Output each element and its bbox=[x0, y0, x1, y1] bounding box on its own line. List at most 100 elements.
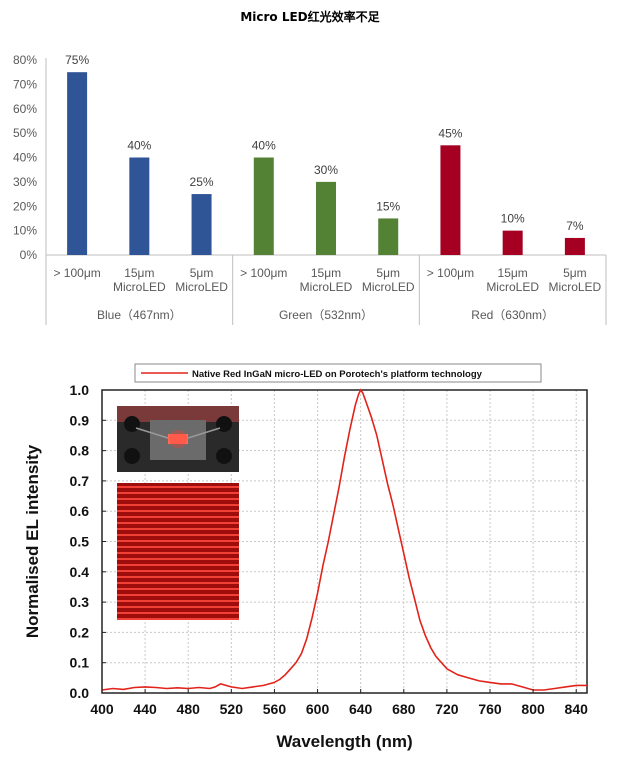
x-tick-label: 640 bbox=[349, 701, 373, 717]
y-tick-label: 0.3 bbox=[70, 594, 90, 610]
inset-emission-stripe bbox=[117, 576, 239, 578]
category-label: 15μm bbox=[311, 266, 341, 280]
category-label: 5μm bbox=[190, 266, 214, 280]
y-tick-label: 30% bbox=[13, 175, 37, 189]
category-label: MicroLED bbox=[175, 280, 228, 294]
inset-emission-stripe bbox=[117, 618, 239, 620]
x-tick-label: 400 bbox=[90, 701, 114, 717]
y-tick-label: 20% bbox=[13, 199, 37, 213]
bar bbox=[564, 237, 585, 255]
bar bbox=[440, 145, 461, 255]
bar-value-label: 10% bbox=[501, 212, 525, 226]
x-tick-label: 520 bbox=[220, 701, 244, 717]
x-tick-label: 480 bbox=[177, 701, 201, 717]
el-spectrum-chart: 400 440 480 520 560 600 640 680 720 760 800 840 0.0 0… bbox=[23, 363, 589, 751]
inset-photo-wire bbox=[187, 427, 221, 439]
inset-emission-stripe bbox=[117, 546, 239, 548]
inset-emission-stripe bbox=[117, 522, 239, 524]
category-label: 5μm bbox=[376, 266, 400, 280]
inset-photo-emitter bbox=[168, 434, 188, 444]
bar bbox=[253, 157, 274, 255]
legend-label: Native Red InGaN micro-LED on Porotech's… bbox=[192, 369, 483, 380]
category-label: MicroLED bbox=[362, 280, 415, 294]
bar-value-label: 7% bbox=[566, 219, 584, 233]
inset-photo-probe bbox=[124, 416, 140, 432]
y-tick-label: 0.1 bbox=[70, 655, 90, 671]
y-tick-label: 0% bbox=[20, 248, 38, 262]
y-tick-label: 50% bbox=[13, 126, 37, 140]
inset-device-photo bbox=[117, 406, 239, 472]
spectrum-line bbox=[101, 388, 587, 691]
category-label: 5μm bbox=[563, 266, 587, 280]
inset-emission-stripe bbox=[117, 606, 239, 608]
inset-emission-stripe bbox=[117, 564, 239, 566]
group-label: Red（630nm） bbox=[471, 308, 554, 322]
bar bbox=[129, 157, 150, 255]
inset-emission-photo bbox=[117, 483, 239, 620]
inset-photo-probe bbox=[216, 448, 232, 464]
inset-emission-stripe bbox=[117, 516, 239, 518]
category-label: MicroLED bbox=[300, 280, 353, 294]
inset-emission-stripe bbox=[117, 528, 239, 530]
x-tick-label: 840 bbox=[565, 701, 589, 717]
bar-value-label: 30% bbox=[314, 163, 338, 177]
inset-photo-probe bbox=[216, 416, 232, 432]
inset-emission-stripe bbox=[117, 600, 239, 602]
y-tick-label: 0.5 bbox=[70, 534, 90, 550]
bar bbox=[191, 194, 212, 255]
inset-emission-stripe bbox=[117, 558, 239, 560]
legend: Native Red InGaN micro-LED on Porotech's… bbox=[134, 363, 542, 383]
inset-emission-background bbox=[117, 483, 239, 620]
inset-photo-glow bbox=[169, 430, 187, 448]
inset-emission-stripe bbox=[117, 534, 239, 536]
inset-emission-stripe bbox=[117, 504, 239, 506]
x-tick-label: 560 bbox=[263, 701, 287, 717]
y-tick-label: 80% bbox=[13, 53, 37, 67]
bar-value-label: 25% bbox=[190, 175, 214, 189]
inset-photo-wire bbox=[135, 427, 169, 439]
inset-emission-stripe bbox=[117, 582, 239, 584]
x-tick-label: 760 bbox=[478, 701, 502, 717]
category-label: MicroLED bbox=[486, 280, 539, 294]
page-title: Micro LED红光效率不足 bbox=[240, 10, 380, 24]
y-tick-label: 0.9 bbox=[70, 412, 90, 428]
x-tick-label: 800 bbox=[521, 701, 545, 717]
bar bbox=[378, 218, 399, 255]
category-label: > 100μm bbox=[240, 266, 287, 280]
inset-emission-stripe bbox=[117, 588, 239, 590]
inset-photo-probe bbox=[124, 448, 140, 464]
inset-emission-stripe bbox=[117, 570, 239, 572]
x-tick-label: 680 bbox=[392, 701, 416, 717]
bar bbox=[316, 181, 336, 255]
bar bbox=[502, 230, 523, 255]
inset-emission-stripe bbox=[117, 552, 239, 554]
bar-value-label: 75% bbox=[65, 53, 89, 67]
category-label: > 100μm bbox=[53, 266, 100, 280]
x-tick-label: 600 bbox=[306, 701, 330, 717]
x-tick-label: 720 bbox=[435, 701, 459, 717]
y-tick-label: 0.8 bbox=[70, 443, 90, 459]
inset-emission-stripe bbox=[117, 594, 239, 596]
y-tick-label: 70% bbox=[13, 77, 37, 91]
x-tick-label: 440 bbox=[133, 701, 157, 717]
inset-emission-stripe bbox=[117, 492, 239, 494]
bar-value-label: 40% bbox=[127, 139, 151, 153]
bar-value-label: 40% bbox=[252, 139, 276, 153]
category-label: > 100μm bbox=[427, 266, 474, 280]
inset-photo-band bbox=[117, 406, 239, 422]
inset-emission-stripe bbox=[117, 540, 239, 542]
group-label: Green（532nm） bbox=[279, 308, 373, 322]
x-axis-title: Wavelength (nm) bbox=[276, 732, 412, 751]
y-tick-label: 0.7 bbox=[70, 473, 90, 489]
category-label: 15μm bbox=[498, 266, 528, 280]
category-label: MicroLED bbox=[549, 280, 602, 294]
y-tick-label: 0.0 bbox=[70, 685, 90, 701]
y-tick-label: 40% bbox=[13, 151, 37, 165]
inset-emission-stripe bbox=[117, 486, 239, 488]
inset-emission-stripe bbox=[117, 612, 239, 614]
legend-box bbox=[134, 363, 542, 383]
y-tick-label: 0.4 bbox=[70, 564, 90, 580]
y-tick-label: 0.6 bbox=[70, 503, 90, 519]
bar-value-label: 15% bbox=[376, 199, 400, 213]
y-axis-title: Normalised EL intensity bbox=[23, 444, 42, 638]
